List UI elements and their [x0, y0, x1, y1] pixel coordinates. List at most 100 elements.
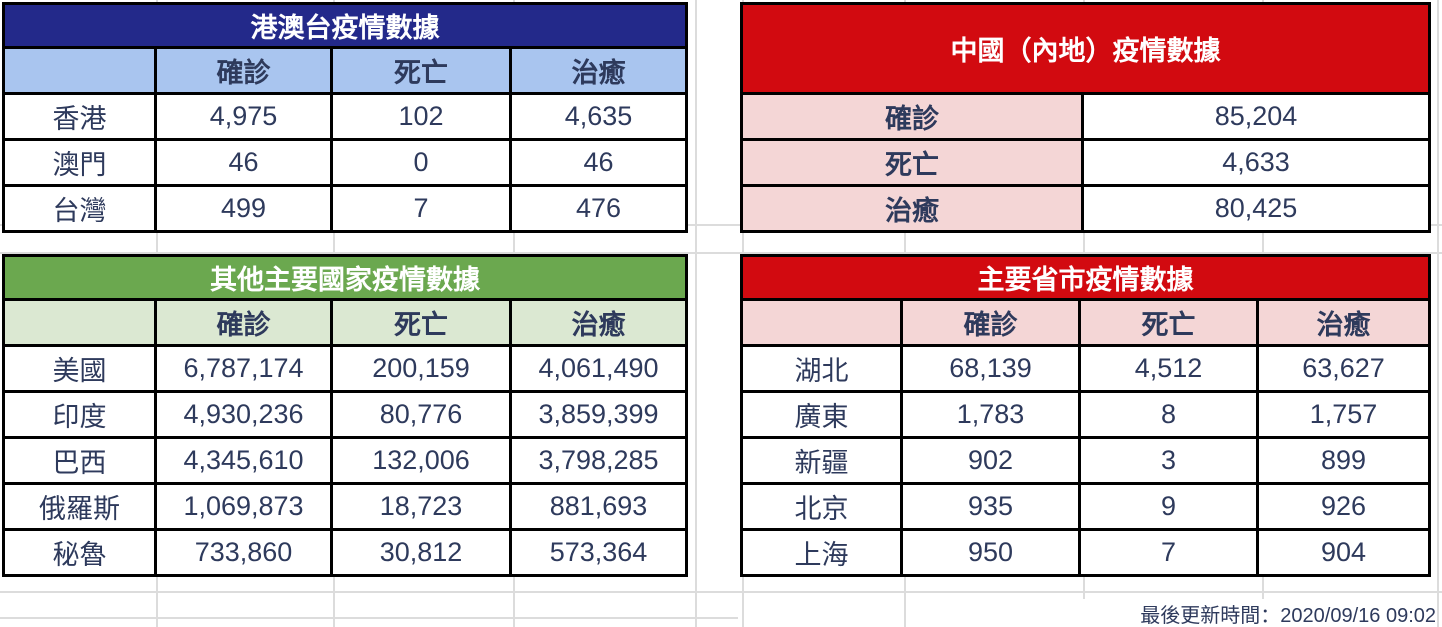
- hkmt-table: 港澳台疫情數據 確診 死亡 治癒 香港 4,975 102 4,635 澳門 4…: [2, 2, 688, 233]
- value-cell: 80,425: [1081, 184, 1431, 233]
- row-label-cell: 香港: [2, 92, 157, 141]
- gridline: [0, 591, 1442, 593]
- table-row: 新疆 902 3 899: [740, 436, 1431, 485]
- confirmed-cell: 46: [154, 138, 333, 187]
- gridline: [0, 252, 1442, 254]
- cured-cell: 926: [1256, 482, 1431, 531]
- row-label-cell: 印度: [2, 390, 157, 439]
- confirmed-cell: 6,787,174: [154, 344, 333, 393]
- deaths-cell: 4,512: [1078, 344, 1259, 393]
- column-header-cured: 治癒: [509, 298, 688, 347]
- cured-cell: 573,364: [509, 528, 688, 577]
- confirmed-cell: 733,860: [154, 528, 333, 577]
- deaths-cell: 30,812: [330, 528, 512, 577]
- table-row: 死亡 4,633: [740, 138, 1431, 187]
- confirmed-cell: 499: [154, 184, 333, 233]
- row-label-cell: 廣東: [740, 390, 903, 439]
- table-row: 確診 死亡 治癒: [2, 298, 688, 347]
- china-table-title: 中國（內地）疫情數據: [740, 2, 1431, 95]
- table-row: 澳門 46 0 46: [2, 138, 688, 187]
- confirmed-cell: 950: [900, 528, 1081, 577]
- table-row: 俄羅斯 1,069,873 18,723 881,693: [2, 482, 688, 531]
- table-row: 上海 950 7 904: [740, 528, 1431, 577]
- row-label-cell: 秘魯: [2, 528, 157, 577]
- table-row: 台灣 499 7 476: [2, 184, 688, 233]
- row-label-cell: 台灣: [2, 184, 157, 233]
- row-label-cell: 確診: [740, 92, 1084, 141]
- confirmed-cell: 4,930,236: [154, 390, 333, 439]
- table-row: 港澳台疫情數據: [2, 2, 688, 49]
- corner-cell: [740, 298, 903, 347]
- row-label-cell: 湖北: [740, 344, 903, 393]
- gridline: [0, 224, 1442, 226]
- gridline: [1437, 0, 1439, 627]
- cured-cell: 899: [1256, 436, 1431, 485]
- deaths-cell: 7: [1078, 528, 1259, 577]
- cured-cell: 3,859,399: [509, 390, 688, 439]
- table-row: 湖北 68,139 4,512 63,627: [740, 344, 1431, 393]
- row-label-cell: 上海: [740, 528, 903, 577]
- deaths-cell: 102: [330, 92, 512, 141]
- deaths-cell: 132,006: [330, 436, 512, 485]
- table-row: 主要省市疫情數據: [740, 254, 1431, 301]
- cured-cell: 476: [509, 184, 688, 233]
- value-cell: 4,633: [1081, 138, 1431, 187]
- column-header-deaths: 死亡: [330, 298, 512, 347]
- last-updated-text: 最後更新時間：2020/09/16 09:02: [1016, 599, 1436, 627]
- hkmt-table-title: 港澳台疫情數據: [2, 2, 688, 49]
- cured-cell: 4,635: [509, 92, 688, 141]
- column-header-cured: 治癒: [1256, 298, 1431, 347]
- column-header-cured: 治癒: [509, 46, 688, 95]
- table-row: 中國（內地）疫情數據: [740, 2, 1431, 95]
- column-header-confirmed: 確診: [154, 46, 333, 95]
- value-cell: 85,204: [1081, 92, 1431, 141]
- table-row: 確診 死亡 治癒: [740, 298, 1431, 347]
- corner-cell: [2, 298, 157, 347]
- cured-cell: 1,757: [1256, 390, 1431, 439]
- table-row: 香港 4,975 102 4,635: [2, 92, 688, 141]
- countries-table: 其他主要國家疫情數據 確診 死亡 治癒 美國 6,787,174 200,159…: [2, 254, 688, 577]
- column-header-confirmed: 確診: [154, 298, 333, 347]
- table-row: 印度 4,930,236 80,776 3,859,399: [2, 390, 688, 439]
- row-label-cell: 澳門: [2, 138, 157, 187]
- table-row: 廣東 1,783 8 1,757: [740, 390, 1431, 439]
- confirmed-cell: 902: [900, 436, 1081, 485]
- deaths-cell: 200,159: [330, 344, 512, 393]
- deaths-cell: 0: [330, 138, 512, 187]
- column-header-deaths: 死亡: [1078, 298, 1259, 347]
- row-label-cell: 北京: [740, 482, 903, 531]
- confirmed-cell: 1,783: [900, 390, 1081, 439]
- cured-cell: 4,061,490: [509, 344, 688, 393]
- deaths-cell: 80,776: [330, 390, 512, 439]
- deaths-cell: 8: [1078, 390, 1259, 439]
- deaths-cell: 3: [1078, 436, 1259, 485]
- confirmed-cell: 935: [900, 482, 1081, 531]
- row-label-cell: 死亡: [740, 138, 1084, 187]
- provinces-table-title: 主要省市疫情數據: [740, 254, 1431, 301]
- row-label-cell: 俄羅斯: [2, 482, 157, 531]
- table-row: 秘魯 733,860 30,812 573,364: [2, 528, 688, 577]
- table-row: 其他主要國家疫情數據: [2, 254, 688, 301]
- provinces-table: 主要省市疫情數據 確診 死亡 治癒 湖北 68,139 4,512 63,627…: [740, 254, 1431, 577]
- cured-cell: 46: [509, 138, 688, 187]
- table-row: 美國 6,787,174 200,159 4,061,490: [2, 344, 688, 393]
- gridline: [695, 0, 697, 627]
- column-header-confirmed: 確診: [900, 298, 1081, 347]
- countries-table-title: 其他主要國家疫情數據: [2, 254, 688, 301]
- row-label-cell: 治癒: [740, 184, 1084, 233]
- table-row: 治癒 80,425: [740, 184, 1431, 233]
- cured-cell: 904: [1256, 528, 1431, 577]
- confirmed-cell: 68,139: [900, 344, 1081, 393]
- deaths-cell: 9: [1078, 482, 1259, 531]
- cured-cell: 63,627: [1256, 344, 1431, 393]
- deaths-cell: 18,723: [330, 482, 512, 531]
- confirmed-cell: 1,069,873: [154, 482, 333, 531]
- table-row: 確診 死亡 治癒: [2, 46, 688, 95]
- table-row: 北京 935 9 926: [740, 482, 1431, 531]
- confirmed-cell: 4,975: [154, 92, 333, 141]
- table-row: 確診 85,204: [740, 92, 1431, 141]
- cured-cell: 3,798,285: [509, 436, 688, 485]
- corner-cell: [2, 46, 157, 95]
- row-label-cell: 巴西: [2, 436, 157, 485]
